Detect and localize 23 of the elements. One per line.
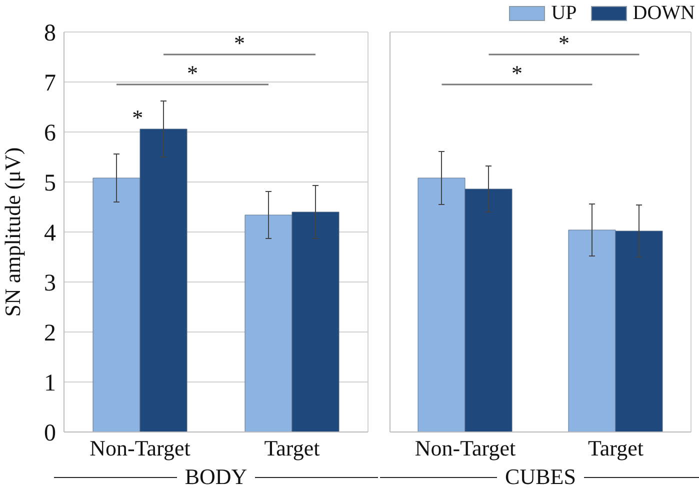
y-tick-label: 3 bbox=[44, 270, 56, 297]
y-tick-label: 7 bbox=[44, 70, 56, 97]
x-tick-label: Target bbox=[588, 436, 644, 461]
y-tick-label: 6 bbox=[44, 120, 56, 147]
legend-label: DOWN bbox=[632, 2, 695, 24]
y-tick-label: 4 bbox=[44, 220, 56, 247]
x-axis-title: CUBES bbox=[505, 464, 576, 490]
annotation: * bbox=[558, 30, 570, 56]
annotation: * bbox=[132, 105, 144, 130]
y-tick-label: 8 bbox=[44, 20, 56, 47]
x-tick-label: Target bbox=[264, 436, 320, 461]
x-tick-label: Non-Target bbox=[414, 436, 516, 461]
annotation: * bbox=[187, 60, 198, 86]
legend-label: UP bbox=[551, 2, 577, 24]
x-axis-title: BODY bbox=[184, 464, 248, 490]
annotation: * bbox=[234, 30, 245, 56]
y-tick-label: 0 bbox=[44, 420, 56, 447]
y-tick-label: 2 bbox=[44, 320, 56, 347]
x-tick-label: Non-Target bbox=[90, 436, 190, 461]
y-tick-label: 5 bbox=[44, 170, 56, 197]
annotation: * bbox=[512, 60, 522, 86]
y-axis-title: SN amplitude (μV) bbox=[0, 147, 25, 317]
y-tick-label: 1 bbox=[44, 370, 56, 397]
